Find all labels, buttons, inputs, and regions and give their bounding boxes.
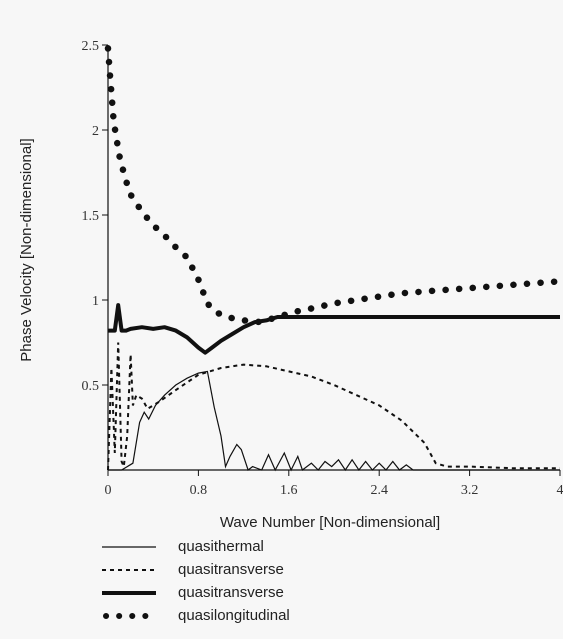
y-tick-label: 1 <box>92 294 99 309</box>
x-tick-label: 1.6 <box>280 483 298 498</box>
legend: quasithermal quasitransverse quasitransv… <box>100 535 400 627</box>
legend-label: quasitransverse <box>178 584 284 601</box>
legend-swatch-thick-solid <box>100 587 158 599</box>
y-tick-label: 0.5 <box>82 379 100 394</box>
y-tick-label: 2 <box>92 124 99 139</box>
series-line-quasitransverse-thick-solid <box>108 303 560 355</box>
legend-swatch-thin-dashed <box>100 564 158 576</box>
legend-item-quasilongitudinal: quasilongitudinal <box>100 604 400 627</box>
x-tick-label: 0 <box>105 483 112 498</box>
legend-label: quasitransverse <box>178 561 284 578</box>
legend-label: quasilongitudinal <box>178 607 290 624</box>
y-tick-label: 1.5 <box>82 209 100 224</box>
x-tick-label: 2.4 <box>370 483 388 498</box>
x-tick-label: 4 <box>557 483 563 498</box>
legend-swatch-dotted-heavy <box>100 610 158 622</box>
legend-item-quasitransverse-dashed: quasitransverse <box>100 558 400 581</box>
x-tick-label: 0.8 <box>190 483 208 498</box>
legend-swatch-thin-solid <box>100 541 158 553</box>
plot-area: 0 0.8 1.6 2.4 3.2 4 0.5 1 1.5 2 2.5 Wave Number [No… <box>18 39 563 530</box>
series-line-quasithermal-thin-solid <box>108 370 560 472</box>
x-tick-label: 3.2 <box>461 483 479 498</box>
legend-item-quasithermal: quasithermal <box>100 535 400 558</box>
y-axis-title: Phase Velocity [Non-dimensional] <box>18 138 35 361</box>
x-axis-title: Wave Number [Non-dimensional] <box>220 514 440 530</box>
series-line-quasitransverse-thin-dashed <box>107 342 560 471</box>
series-line-quasilongitudinal-dotted-heavy <box>104 45 563 326</box>
y-tick-label: 2.5 <box>82 39 100 54</box>
legend-item-quasitransverse-thick: quasitransverse <box>100 581 400 604</box>
legend-label: quasithermal <box>178 538 264 555</box>
